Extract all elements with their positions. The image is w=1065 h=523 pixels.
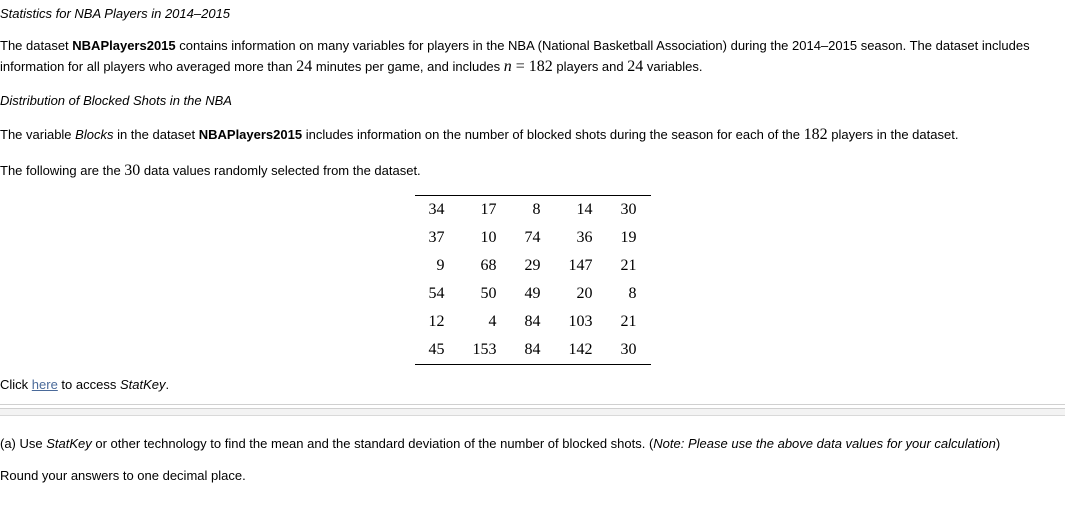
table-cell: 21 [607, 308, 651, 336]
text: includes information on the number of bl… [302, 127, 804, 142]
dataset-name: NBAPlayers2015 [199, 127, 302, 142]
table-cell: 36 [555, 224, 607, 252]
text: or other technology to find the mean and… [92, 436, 654, 451]
number: 182 [804, 126, 828, 143]
number: 24 [296, 58, 312, 75]
text: ) [996, 436, 1000, 451]
table-cell: 20 [555, 280, 607, 308]
text: The dataset [0, 38, 72, 53]
section-heading-2: Distribution of Blocked Shots in the NBA [0, 91, 1065, 111]
math-var: n [504, 58, 512, 75]
intro-paragraph: The dataset NBAPlayers2015 contains info… [0, 36, 1065, 80]
number: 24 [627, 58, 643, 75]
text: in the dataset [113, 127, 198, 142]
text: to access [58, 377, 120, 392]
number: 182 [529, 58, 553, 75]
table-cell: 50 [459, 280, 511, 308]
statkey-name: StatKey [120, 377, 166, 392]
text: players and [553, 59, 627, 74]
table-row: 341781430 [415, 195, 651, 224]
table-cell: 34 [415, 195, 459, 224]
text: The variable [0, 127, 75, 142]
table-row: 451538414230 [415, 336, 651, 365]
table-cell: 147 [555, 252, 607, 280]
question-a: (a) Use StatKey or other technology to f… [0, 434, 1065, 454]
table-cell: 49 [511, 280, 555, 308]
table-cell: 29 [511, 252, 555, 280]
text: data values randomly selected from the d… [140, 163, 420, 178]
section-divider [0, 404, 1065, 416]
table-cell: 30 [607, 336, 651, 365]
table-cell: 12 [415, 308, 459, 336]
statkey-access-line: Click here to access StatKey. [0, 375, 1065, 395]
table-cell: 14 [555, 195, 607, 224]
data-values-table: 3417814303710743619968291472154504920812… [415, 195, 651, 365]
table-cell: 19 [607, 224, 651, 252]
note-text: Note: Please use the above data values f… [653, 436, 996, 451]
table-cell: 142 [555, 336, 607, 365]
table-cell: 84 [511, 308, 555, 336]
section-heading-1: Statistics for NBA Players in 2014–2015 [0, 4, 1065, 24]
table-row: 9682914721 [415, 252, 651, 280]
table-row: 1248410321 [415, 308, 651, 336]
table-cell: 84 [511, 336, 555, 365]
text: variables. [643, 59, 702, 74]
table-cell: 21 [607, 252, 651, 280]
math-eq: = [512, 58, 529, 75]
table-cell: 54 [415, 280, 459, 308]
table-cell: 30 [607, 195, 651, 224]
table-cell: 37 [415, 224, 459, 252]
table-cell: 103 [555, 308, 607, 336]
text: The following are the [0, 163, 124, 178]
table-cell: 10 [459, 224, 511, 252]
statkey-link[interactable]: here [32, 377, 58, 392]
table-row: 545049208 [415, 280, 651, 308]
variable-name: Blocks [75, 127, 113, 142]
table-cell: 68 [459, 252, 511, 280]
text: players in the dataset. [828, 127, 959, 142]
data-intro-paragraph: The following are the 30 data values ran… [0, 159, 1065, 183]
blocks-paragraph: The variable Blocks in the dataset NBAPl… [0, 123, 1065, 147]
text: minutes per game, and includes [312, 59, 504, 74]
text: (a) Use [0, 436, 46, 451]
table-cell: 153 [459, 336, 511, 365]
table-cell: 8 [511, 195, 555, 224]
dataset-name: NBAPlayers2015 [72, 38, 175, 53]
statkey-name: StatKey [46, 436, 92, 451]
table-cell: 45 [415, 336, 459, 365]
table-cell: 4 [459, 308, 511, 336]
text: Click [0, 377, 32, 392]
table-cell: 8 [607, 280, 651, 308]
rounding-instruction: Round your answers to one decimal place. [0, 466, 1065, 486]
text: . [165, 377, 169, 392]
table-row: 3710743619 [415, 224, 651, 252]
table-cell: 9 [415, 252, 459, 280]
table-cell: 17 [459, 195, 511, 224]
number: 30 [124, 162, 140, 179]
table-cell: 74 [511, 224, 555, 252]
